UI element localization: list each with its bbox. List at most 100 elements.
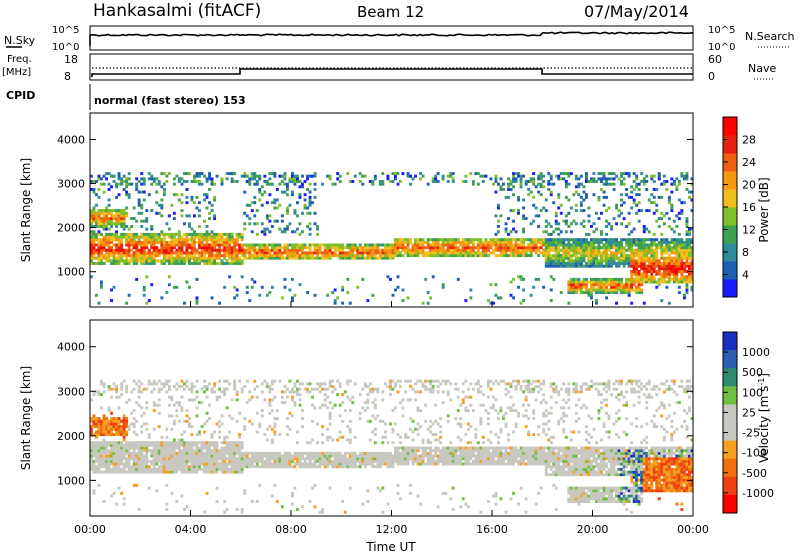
- power-cell: [304, 204, 307, 207]
- power-cell: [93, 257, 96, 260]
- power-cell: [593, 241, 596, 244]
- velocity-cell: [208, 455, 211, 458]
- power-cell: [640, 209, 643, 212]
- power-cell: [660, 233, 663, 236]
- velocity-cell: [158, 444, 161, 447]
- power-cell: [643, 183, 646, 186]
- power-cell: [464, 251, 467, 254]
- power-cell: [397, 183, 400, 186]
- velocity-cell: [143, 457, 146, 460]
- velocity-cell: [108, 388, 111, 391]
- power-cell: [497, 244, 500, 247]
- power-cell: [170, 259, 173, 262]
- power-cell: [118, 214, 121, 217]
- power-cell: [366, 257, 369, 260]
- power-cell: [567, 249, 570, 252]
- power-cell: [374, 177, 377, 180]
- power-cell: [507, 233, 510, 236]
- velocity-cell: [301, 465, 304, 468]
- velocity-cell: [143, 463, 146, 466]
- velocity-cell: [138, 441, 141, 444]
- power-cell: [605, 209, 608, 212]
- power-cell: [500, 238, 503, 241]
- power-cell: [344, 254, 347, 257]
- velocity-cell: [273, 460, 276, 463]
- power-cell: [98, 220, 101, 223]
- power-cell: [648, 259, 651, 262]
- power-cell: [148, 259, 151, 262]
- power-cell: [598, 286, 601, 289]
- power-cell: [439, 254, 442, 257]
- power-cell: [605, 244, 608, 247]
- power-cell: [512, 180, 515, 183]
- power-cell: [437, 180, 440, 183]
- velocity-cell: [304, 460, 307, 463]
- power-cell: [570, 291, 573, 294]
- power-cell: [364, 175, 367, 178]
- power-cell: [575, 283, 578, 286]
- power-cell: [336, 177, 339, 180]
- power-cell: [680, 265, 683, 268]
- power-cell: [203, 259, 206, 262]
- velocity-cell: [221, 414, 224, 417]
- power-cell: [590, 246, 593, 249]
- velocity-cell: [329, 385, 332, 388]
- power-cell: [100, 251, 103, 254]
- velocity-cell: [196, 380, 199, 383]
- power-cell: [115, 259, 118, 262]
- power-cell: [256, 251, 259, 254]
- velocity-cell: [341, 463, 344, 466]
- power-cell: [490, 238, 493, 241]
- power-cell: [583, 220, 586, 223]
- power-cell: [98, 196, 101, 199]
- power-cell: [417, 249, 420, 252]
- power-cell: [329, 244, 332, 247]
- power-cell: [186, 241, 189, 244]
- power-cell: [143, 289, 146, 292]
- power-cell: [258, 294, 261, 297]
- velocity-cell: [100, 431, 103, 434]
- velocity-cell: [268, 463, 271, 466]
- velocity-cell: [113, 417, 116, 420]
- velocity-cell: [103, 449, 106, 452]
- power-cell: [583, 283, 586, 286]
- velocity-cell: [170, 460, 173, 463]
- power-cell: [510, 188, 513, 191]
- velocity-cell: [326, 463, 329, 466]
- power-cell: [253, 183, 256, 186]
- velocity-cell: [299, 457, 302, 460]
- power-cell: [351, 257, 354, 260]
- power-cell: [593, 249, 596, 252]
- power-cell: [452, 177, 455, 180]
- power-cell: [570, 286, 573, 289]
- power-cell: [183, 262, 186, 265]
- power-cell: [158, 251, 161, 254]
- power-cell: [680, 172, 683, 175]
- power-cell: [655, 254, 658, 257]
- velocity-cell: [278, 463, 281, 466]
- velocity-cell: [281, 390, 284, 393]
- velocity-cell: [196, 390, 199, 393]
- power-cell: [638, 278, 641, 281]
- power-cell: [216, 241, 219, 244]
- power-cell: [181, 262, 184, 265]
- power-cell: [263, 251, 266, 254]
- velocity-cell: [108, 406, 111, 409]
- power-cell: [150, 257, 153, 260]
- power-cell: [228, 238, 231, 241]
- velocity-cell: [258, 484, 261, 487]
- power-cell: [110, 299, 113, 302]
- power-cell: [660, 183, 663, 186]
- power-cell: [467, 246, 470, 249]
- power-cell: [284, 244, 287, 247]
- power-cell: [314, 251, 317, 254]
- velocity-cell: [228, 468, 231, 471]
- power-cell: [439, 244, 442, 247]
- power-cell: [485, 244, 488, 247]
- power-cell: [417, 251, 420, 254]
- power-cell: [434, 251, 437, 254]
- power-cell: [613, 183, 616, 186]
- power-cell: [228, 172, 231, 175]
- power-cell: [108, 212, 111, 215]
- power-cell: [123, 175, 126, 178]
